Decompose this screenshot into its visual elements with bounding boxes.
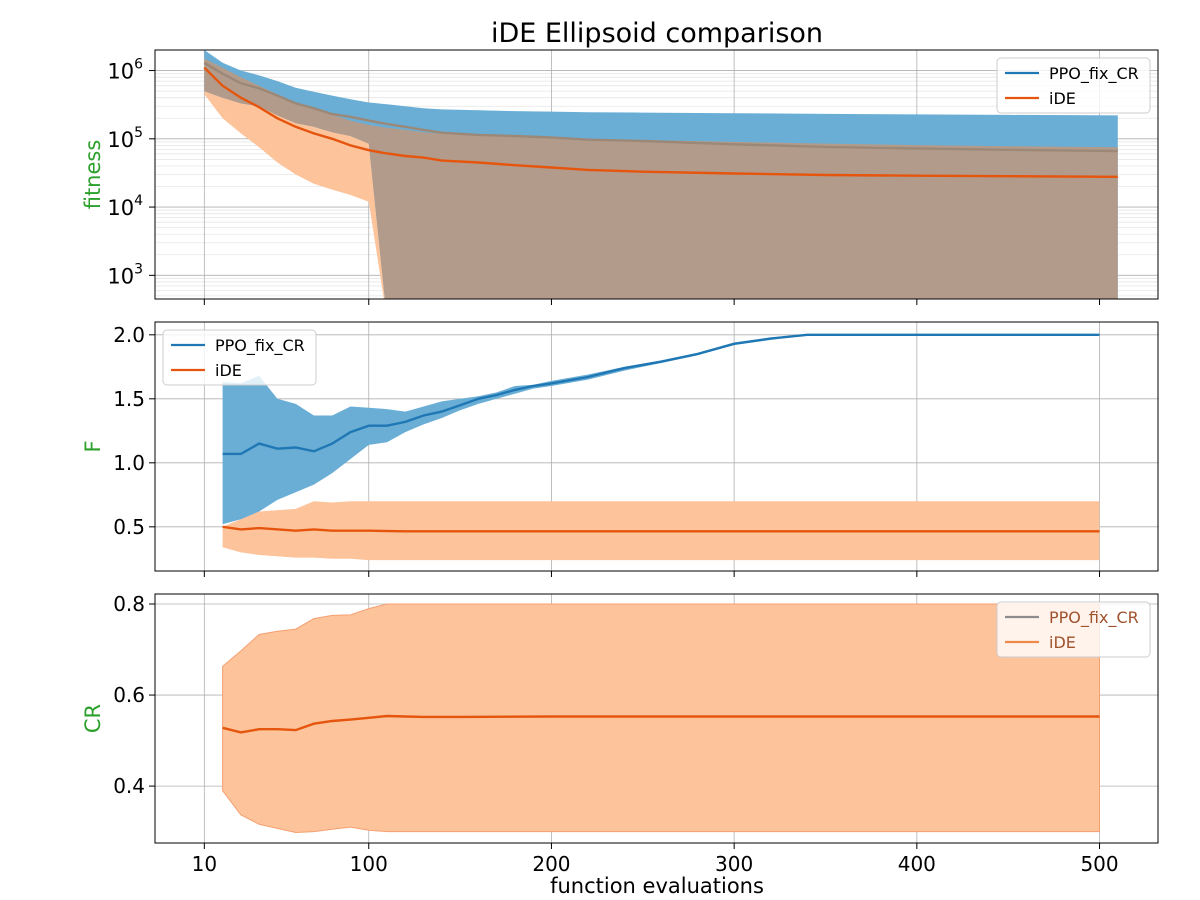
y-tick-label: 106 (107, 57, 143, 84)
x-ticks (203, 571, 1101, 577)
y-tick-label: 0.4 (113, 774, 145, 798)
ppo-fitness-mean (203, 61, 1118, 153)
legend-box (162, 329, 317, 386)
x-tick-label: 100 (350, 852, 388, 876)
axes-frame (154, 49, 1159, 300)
y-tick-label: 0.6 (113, 683, 145, 707)
y-ticks: 103 104 105 106 (107, 57, 155, 288)
legend-label: iDE (1049, 633, 1076, 652)
ide-cr-mean (222, 714, 1100, 734)
legend-label: PPO_fix_CR (1049, 608, 1139, 628)
ppo-f-band (222, 334, 1100, 525)
y-tick-label: 103 (107, 261, 143, 288)
plot-area (203, 50, 1118, 299)
x-tick-label: 200 (532, 852, 570, 876)
y-tick-label: 104 (107, 193, 143, 220)
y-ticks: 0.5 1.0 1.5 2.0 (113, 323, 155, 539)
y-tick-label: 0.5 (113, 515, 145, 539)
y-axis-label: fitness (81, 140, 105, 210)
y-ticks: 0.4 0.6 0.8 (113, 592, 155, 798)
legend-label: iDE (1049, 89, 1076, 108)
y-tick-label: 1.0 (113, 451, 145, 475)
y-tick-label: 0.8 (113, 592, 145, 616)
ide-f-mean (222, 525, 1100, 533)
x-ticks: 10 100 200 300 400 500 (192, 843, 1119, 876)
x-ticks (203, 299, 1101, 305)
legend: PPO_fix_CR iDE (162, 329, 317, 386)
x-axis-label: function evaluations (550, 874, 764, 898)
panels: 103 104 105 106 fitness PPO_fix_CR iDE 0.5 1.0 1.… (81, 49, 1159, 876)
legend-label: PPO_fix_CR (1049, 64, 1139, 84)
y-axis-label: F (81, 440, 105, 452)
y-tick-label: 105 (107, 125, 143, 152)
axes-frame (154, 593, 1159, 844)
panel-F: 0.5 1.0 1.5 2.0 F PPO_fix_CR iDE (81, 321, 1159, 577)
y-axis-label: CR (81, 704, 105, 733)
x-tick-label: 400 (898, 852, 936, 876)
x-tick-label: 10 (192, 852, 217, 876)
panel-CR: 0.4 0.6 0.8 10 100 200 300 400 500 CR PPO_fix_CR iD… (81, 592, 1159, 876)
ide-cr-band (222, 603, 1100, 834)
legend-box (996, 57, 1151, 114)
legend-box (996, 601, 1151, 658)
ide-fitness-mean (203, 66, 1118, 178)
chart-title: iDE Ellipsoid comparison (491, 18, 823, 49)
y-tick-label: 2.0 (113, 323, 145, 347)
x-tick-label: 500 (1080, 852, 1118, 876)
legend-label: iDE (215, 361, 242, 380)
panel-fitness: 103 104 105 106 fitness PPO_fix_CR iDE (81, 49, 1159, 305)
axes-frame (154, 321, 1159, 572)
y-tick-label: 1.5 (113, 387, 145, 411)
plot-area (222, 603, 1100, 834)
legend: PPO_fix_CR iDE (996, 601, 1151, 658)
plot-area (222, 333, 1100, 561)
ppo-f-mean (222, 333, 1100, 456)
x-tick-label: 300 (715, 852, 753, 876)
legend-label: PPO_fix_CR (215, 336, 305, 356)
legend: PPO_fix_CR iDE (996, 57, 1151, 114)
